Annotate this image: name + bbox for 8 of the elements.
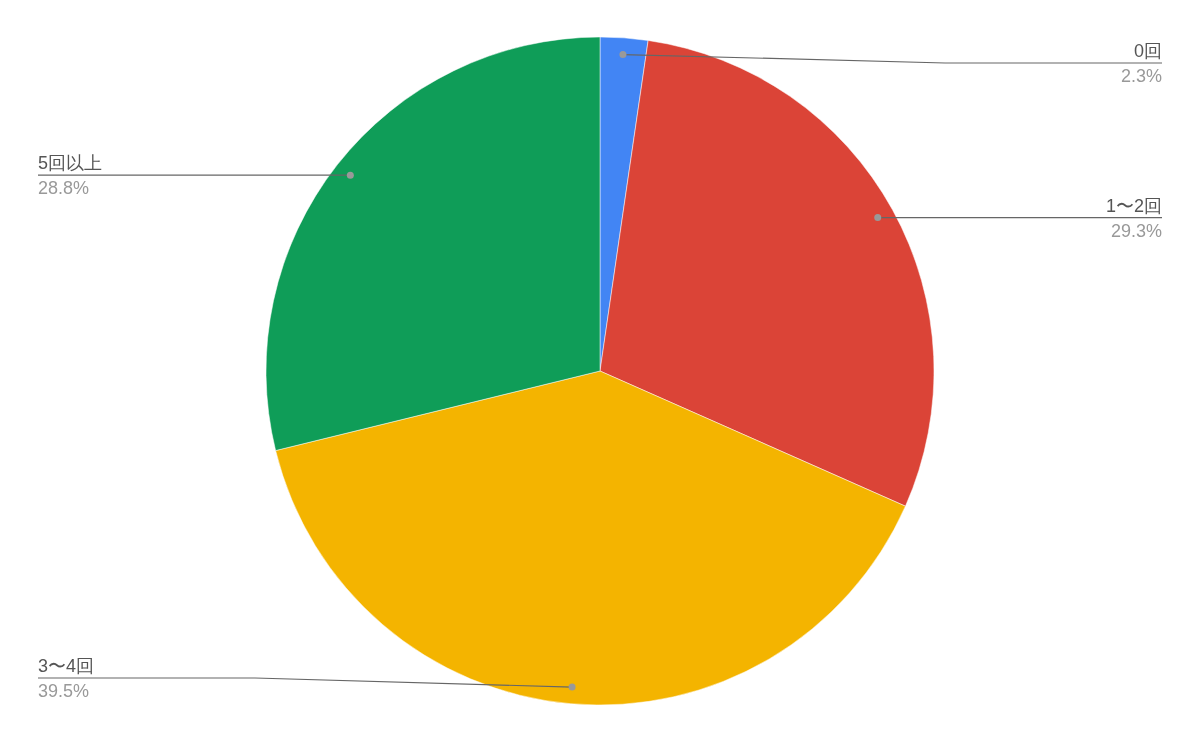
data-label: 28.8%	[38, 178, 90, 199]
slice-label: 0回	[1133, 41, 1162, 61]
data-label: 39.5%	[38, 681, 90, 701]
slice-label: 1〜2回	[1105, 195, 1162, 216]
data-label: 2.3%	[1120, 66, 1162, 86]
data-label: 29.3%	[1110, 220, 1162, 241]
slice-label: 3〜4回	[38, 656, 95, 676]
slice-label: 5回以上	[38, 153, 103, 174]
